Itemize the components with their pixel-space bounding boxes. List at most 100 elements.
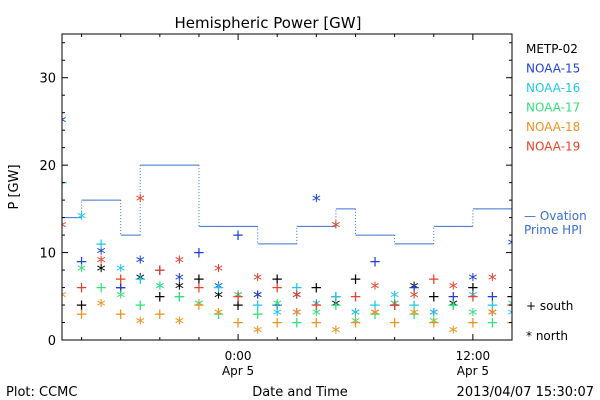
data-point: * — [449, 296, 458, 317]
symbol-legend-entry: + south — [526, 299, 573, 313]
data-point: * — [253, 322, 262, 343]
data-point: * — [410, 279, 419, 300]
x-axis-label: Date and Time — [252, 385, 348, 400]
data-point: * — [214, 261, 223, 282]
legend: METP-02 NOAA-15 NOAA-16 NOAA-17 NOAA-18 NOAA-… — [526, 42, 580, 154]
data-point: + — [506, 296, 519, 314]
data-point: + — [584, 270, 597, 288]
data-point: + — [506, 314, 519, 332]
data-point: + — [349, 314, 362, 332]
data-point: + — [232, 226, 245, 244]
data-point: * — [292, 305, 301, 326]
data-point: + — [408, 279, 421, 297]
data-point: * — [390, 296, 399, 317]
data-point: + — [95, 235, 108, 253]
data-point: + — [369, 252, 382, 270]
data-point: + — [447, 296, 460, 314]
data-point: + — [75, 305, 88, 323]
data-point: + — [290, 279, 303, 297]
data-point: * — [508, 296, 517, 317]
data-point: * — [292, 287, 301, 308]
data-point: * — [253, 287, 262, 308]
data-point: * — [390, 287, 399, 308]
data-point: + — [525, 279, 538, 297]
data-point: + — [349, 287, 362, 305]
data-point: * — [371, 305, 380, 326]
symbol-legend: + south * north — [526, 299, 573, 343]
data-point: * — [155, 279, 164, 300]
data-point: * — [292, 287, 301, 308]
data-point: * — [214, 305, 223, 326]
data-point: * — [429, 305, 438, 326]
legend-entry: NOAA-15 — [526, 62, 580, 76]
data-point: * — [136, 270, 145, 291]
legend-entry: NOAA-17 — [526, 101, 580, 115]
data-point: + — [251, 296, 264, 314]
data-point: + — [467, 279, 480, 297]
data-point: + — [114, 305, 127, 323]
data-point: + — [486, 314, 499, 332]
data-point: + — [310, 279, 323, 297]
data-point: * — [468, 305, 477, 326]
data-point: + — [154, 261, 167, 279]
data-point: + — [251, 305, 264, 323]
data-point: + — [232, 314, 245, 332]
data-point: * — [116, 287, 125, 308]
data-point: + — [193, 296, 206, 314]
data-point: * — [175, 252, 184, 273]
data-point: * — [586, 287, 595, 308]
y-tick-label: 30 — [39, 72, 56, 87]
ovation-label-line1: — Ovation — [524, 209, 587, 223]
ovation-prime-hpi-line — [62, 164, 512, 245]
data-point: + — [349, 270, 362, 288]
legend-entry: NOAA-19 — [526, 140, 580, 154]
data-point: * — [116, 261, 125, 282]
data-point: * — [194, 296, 203, 317]
x-tick-date: Apr 5 — [457, 364, 489, 378]
symbol-legend-entry: * north — [526, 329, 568, 343]
data-point: * — [468, 287, 477, 308]
data-point: * — [136, 252, 145, 273]
data-point: + — [427, 287, 440, 305]
data-point: * — [58, 217, 67, 238]
data-point: * — [58, 287, 67, 308]
data-point: + — [212, 279, 225, 297]
y-tick-label: 0 — [48, 334, 56, 349]
data-point: * — [410, 287, 419, 308]
data-point: * — [175, 279, 184, 300]
data-point: + — [486, 287, 499, 305]
data-point: + — [212, 305, 225, 323]
data-point: * — [77, 261, 86, 282]
data-point: * — [136, 191, 145, 212]
data-point: + — [388, 314, 401, 332]
footer-left: Plot: CCMC — [6, 385, 77, 400]
legend-entry: NOAA-18 — [526, 120, 580, 134]
data-point: + — [271, 270, 284, 288]
y-axis: 0 10 20 30 — [39, 42, 512, 349]
data-point: * — [155, 279, 164, 300]
data-point: * — [97, 244, 106, 265]
data-point: + — [584, 279, 597, 297]
ovation-label-line2: Prime HPI — [524, 223, 582, 237]
data-point: + — [467, 287, 480, 305]
data-point: + — [154, 305, 167, 323]
chart-title: Hemispheric Power [GW] — [175, 14, 362, 32]
data-point: * — [234, 287, 243, 308]
data-point: * — [586, 287, 595, 308]
data-point: * — [58, 112, 67, 133]
legend-entry: NOAA-16 — [526, 81, 580, 95]
data-point: * — [371, 305, 380, 326]
data-point: * — [449, 322, 458, 343]
data-point: + — [408, 296, 421, 314]
data-point: * — [97, 296, 106, 317]
data-point: * — [488, 305, 497, 326]
x-tick-label: 0:00 — [225, 349, 252, 363]
data-point: * — [194, 296, 203, 317]
data-point: + — [447, 287, 460, 305]
data-point: + — [271, 279, 284, 297]
data-point: * — [331, 217, 340, 238]
data-point: + — [486, 296, 499, 314]
data-point: + — [564, 261, 577, 279]
data-point: + — [506, 287, 519, 305]
